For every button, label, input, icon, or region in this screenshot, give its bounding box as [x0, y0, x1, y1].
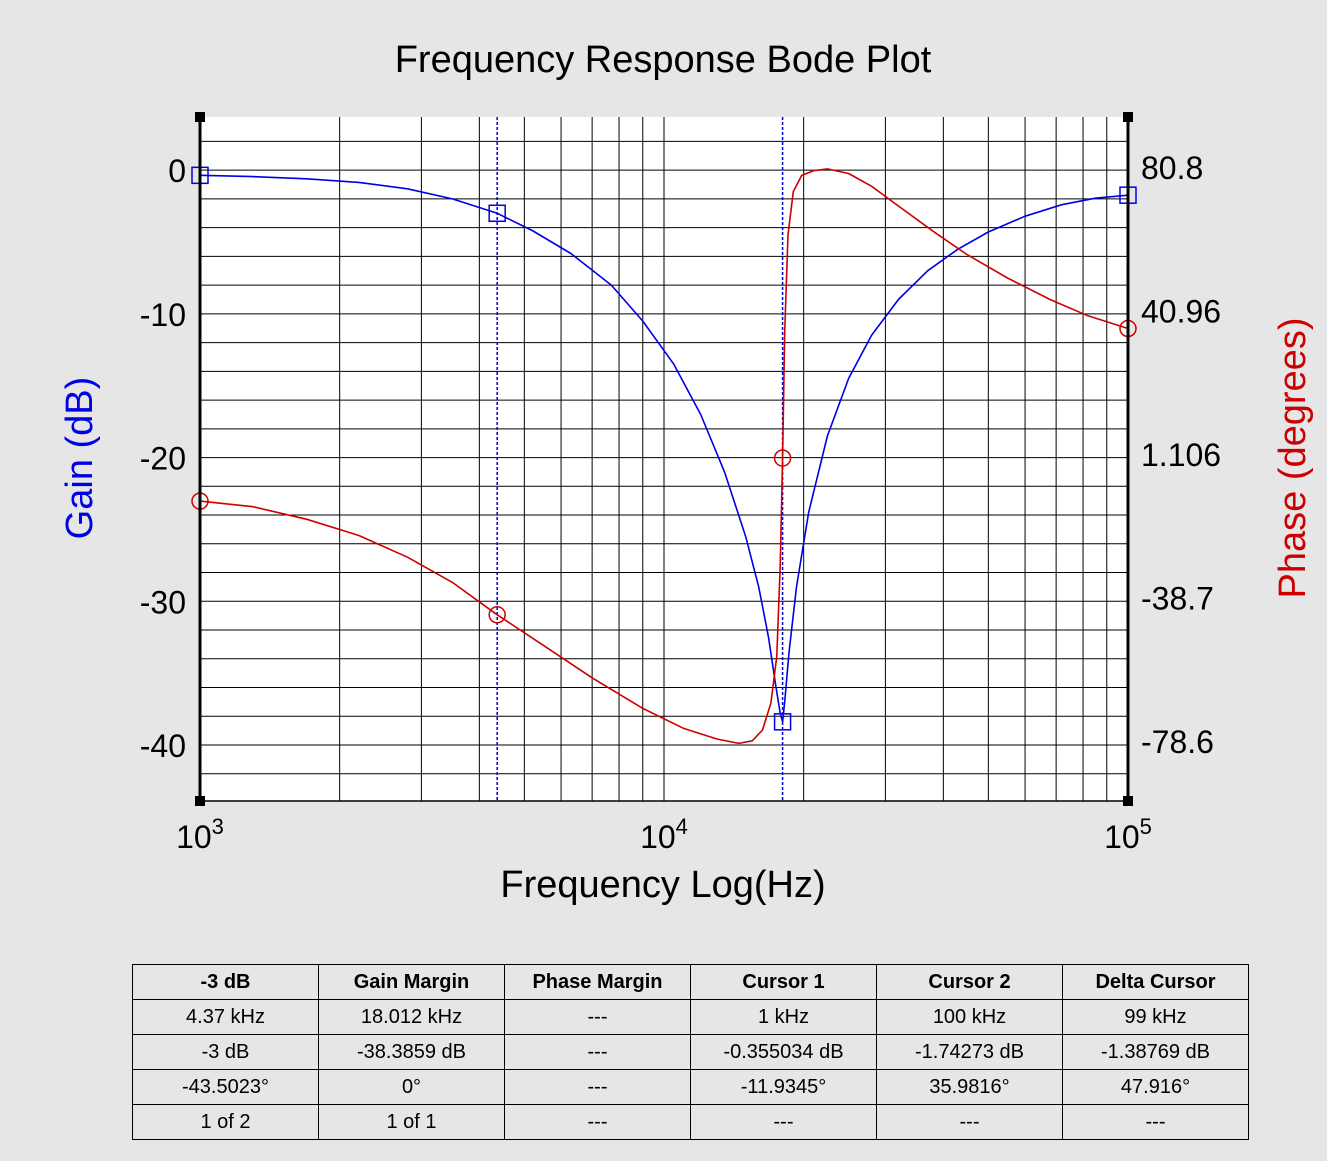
table-cell: --- — [691, 1105, 877, 1140]
table-cell: 35.9816° — [877, 1070, 1063, 1105]
col-header-cursor2: Cursor 2 — [877, 965, 1063, 1000]
table-cell: 100 kHz — [877, 1000, 1063, 1035]
phase-axis-ticks: 80.8 40.96 1.106 -38.7 -78.6 — [1141, 150, 1221, 760]
measurement-table: -3 dB Gain Margin Phase Margin Cursor 1 … — [132, 964, 1249, 1140]
phase-tick-label: -38.7 — [1141, 580, 1214, 616]
table-cell: -1.74273 dB — [877, 1035, 1063, 1070]
table-cell: 4.37 kHz — [133, 1000, 319, 1035]
frequency-tick-label: 105 — [1104, 814, 1152, 855]
axis-corner-handle — [195, 796, 205, 806]
table-cell: 1 of 1 — [319, 1105, 505, 1140]
phase-tick-label: 40.96 — [1141, 294, 1221, 330]
table-row: -3 dB -38.3859 dB --- -0.355034 dB -1.74273 … — [133, 1035, 1249, 1070]
table-cell: 0° — [319, 1070, 505, 1105]
col-header-gain-margin: Gain Margin — [319, 965, 505, 1000]
table-cell: --- — [1063, 1105, 1249, 1140]
gain-tick-label: -10 — [140, 297, 186, 333]
table-header-row: -3 dB Gain Margin Phase Margin Cursor 1 … — [133, 965, 1249, 1000]
table-cell: 47.916° — [1063, 1070, 1249, 1105]
gain-tick-label: -30 — [140, 584, 186, 620]
table-cell: 1 kHz — [691, 1000, 877, 1035]
right-axis-title: Phase (degrees) — [1272, 318, 1314, 599]
table-cell: --- — [505, 1070, 691, 1105]
table-cell: --- — [505, 1105, 691, 1140]
table-cell: --- — [505, 1000, 691, 1035]
bode-chart: Frequency Response Bode Plot 0 -10 -20 -30 -… — [0, 0, 1327, 950]
axis-corner-handle — [195, 112, 205, 122]
chart-title: Frequency Response Bode Plot — [395, 39, 932, 81]
table-row: 4.37 kHz 18.012 kHz --- 1 kHz 100 kHz 99 kHz — [133, 1000, 1249, 1035]
table-cell: --- — [877, 1105, 1063, 1140]
phase-tick-label: -78.6 — [1141, 724, 1214, 760]
table-row: -43.5023° 0° --- -11.9345° 35.9816° 47.916° — [133, 1070, 1249, 1105]
table-cell: 18.012 kHz — [319, 1000, 505, 1035]
table-cell: -0.355034 dB — [691, 1035, 877, 1070]
gain-tick-label: 0 — [168, 153, 186, 189]
left-axis-title: Gain (dB) — [59, 377, 101, 540]
table-cell: 1 of 2 — [133, 1105, 319, 1140]
frequency-axis-ticks: 103 104 105 — [176, 814, 1152, 855]
col-header-minus3db: -3 dB — [133, 965, 319, 1000]
gain-axis-ticks: 0 -10 -20 -30 -40 — [140, 153, 186, 764]
col-header-phase-margin: Phase Margin — [505, 965, 691, 1000]
axis-corner-handle — [1123, 796, 1133, 806]
table-cell: -43.5023° — [133, 1070, 319, 1105]
frequency-tick-label: 104 — [640, 814, 688, 855]
table-cell: -11.9345° — [691, 1070, 877, 1105]
frequency-tick-label: 103 — [176, 814, 224, 855]
table-cell: -38.3859 dB — [319, 1035, 505, 1070]
phase-tick-label: 80.8 — [1141, 150, 1203, 186]
col-header-cursor1: Cursor 1 — [691, 965, 877, 1000]
table-cell: --- — [505, 1035, 691, 1070]
x-axis-title: Frequency Log(Hz) — [500, 864, 825, 906]
plot-grid — [200, 117, 1128, 801]
gain-tick-label: -20 — [140, 441, 186, 477]
table-cell: -3 dB — [133, 1035, 319, 1070]
phase-tick-label: 1.106 — [1141, 437, 1221, 473]
table-cell: -1.38769 dB — [1063, 1035, 1249, 1070]
axis-corner-handle — [1123, 112, 1133, 122]
gain-tick-label: -40 — [140, 728, 186, 764]
col-header-delta-cursor: Delta Cursor — [1063, 965, 1249, 1000]
table-cell: 99 kHz — [1063, 1000, 1249, 1035]
